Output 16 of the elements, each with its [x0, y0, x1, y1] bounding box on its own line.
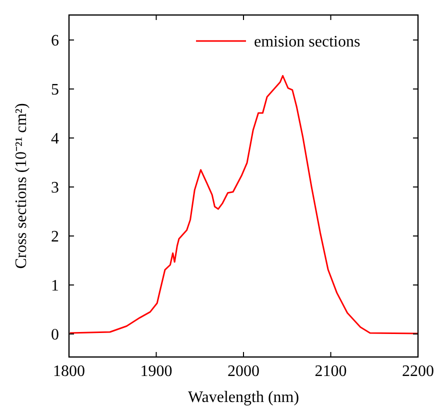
y-tick-label: 5: [51, 82, 59, 99]
x-tick-label: 2200: [402, 363, 434, 380]
y-tick-label: 0: [51, 326, 59, 344]
y-axis-title: Cross sections (10⁻²¹ cm²): [13, 103, 30, 269]
y-tick-label: 2: [51, 228, 59, 246]
x-tick-label: 1900: [140, 363, 172, 380]
line-series: [69, 75, 418, 334]
y-tick-label: 4: [51, 130, 59, 148]
y-tick-label: 3: [51, 180, 59, 197]
x-tick-label: 2000: [228, 363, 260, 380]
x-axis-title: Wavelength (nm): [188, 389, 300, 406]
x-tick-label: 2100: [314, 363, 347, 380]
y-tick-label: 6: [51, 32, 59, 50]
legend-label: emision sections: [254, 34, 360, 51]
x-tick-label: 1800: [53, 363, 85, 380]
y-tick-label: 1: [51, 278, 59, 295]
